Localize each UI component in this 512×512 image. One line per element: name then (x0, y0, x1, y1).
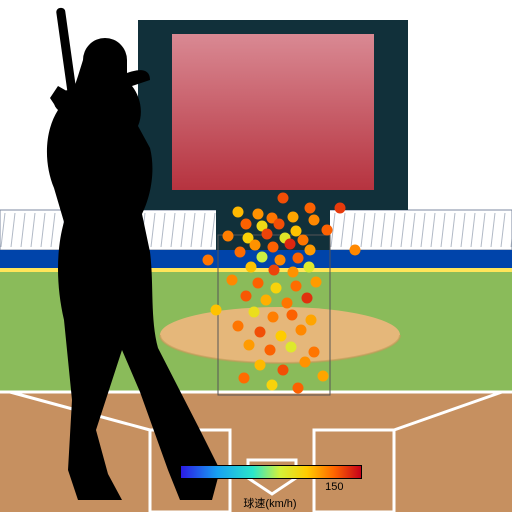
pitch-point (309, 347, 320, 358)
pitch-point (286, 342, 297, 353)
pitch-point (302, 293, 313, 304)
pitch-point (278, 193, 289, 204)
pitch-point (253, 209, 264, 220)
pitch-point (227, 275, 238, 286)
colorbar-label: 球速(km/h) (180, 495, 360, 511)
colorbar-gradient (180, 465, 362, 479)
pitch-point (246, 262, 257, 273)
pitch-point (255, 327, 266, 338)
pitch-point (255, 360, 266, 371)
pitch-point (271, 283, 282, 294)
pitch-point (288, 267, 299, 278)
pitch-point (261, 295, 272, 306)
pitch-point (304, 262, 315, 273)
pitch-point (253, 278, 264, 289)
pitch-point (305, 245, 316, 256)
pitch-point (305, 203, 316, 214)
pitch-point (233, 321, 244, 332)
pitch-point (268, 242, 279, 253)
pitch-point (257, 252, 268, 263)
pitch-point (267, 380, 278, 391)
pitch-point (269, 265, 280, 276)
chart-svg (0, 0, 512, 512)
pitch-point (296, 325, 307, 336)
pitch-point (211, 305, 222, 316)
pitch-point (350, 245, 361, 256)
pitch-point (276, 331, 287, 342)
pitch-point (262, 229, 273, 240)
pitch-point (203, 255, 214, 266)
pitch-point (235, 247, 246, 258)
pitch-point (275, 255, 286, 266)
pitch-point (318, 371, 329, 382)
pitch-point (291, 226, 302, 237)
colorbar-legend: 100 150 球速(km/h) (180, 465, 360, 511)
colorbar-tick: 100 (197, 481, 215, 493)
pitch-point (241, 291, 252, 302)
pitch-point (298, 235, 309, 246)
pitch-point (239, 373, 250, 384)
colorbar-ticks: 100 150 (180, 481, 360, 495)
pitch-point (335, 203, 346, 214)
pitch-point (288, 212, 299, 223)
pitch-point (274, 219, 285, 230)
pitch-point (285, 239, 296, 250)
pitch-point (322, 225, 333, 236)
pitch-point (300, 357, 311, 368)
pitch-point (268, 312, 279, 323)
pitch-point (223, 231, 234, 242)
pitch-point (293, 253, 304, 264)
pitch-point (278, 365, 289, 376)
pitch-point (291, 281, 302, 292)
pitch-point (293, 383, 304, 394)
pitch-chart: 100 150 球速(km/h) (0, 0, 512, 512)
colorbar-tick: 150 (325, 481, 343, 493)
pitch-point (244, 340, 255, 351)
pitch-point (311, 277, 322, 288)
pitch-point (250, 240, 261, 251)
pitch-point (241, 219, 252, 230)
pitch-point (282, 298, 293, 309)
pitch-point (287, 310, 298, 321)
pitch-point (306, 315, 317, 326)
pitch-point (233, 207, 244, 218)
pitch-point (309, 215, 320, 226)
pitch-point (249, 307, 260, 318)
pitch-point (265, 345, 276, 356)
